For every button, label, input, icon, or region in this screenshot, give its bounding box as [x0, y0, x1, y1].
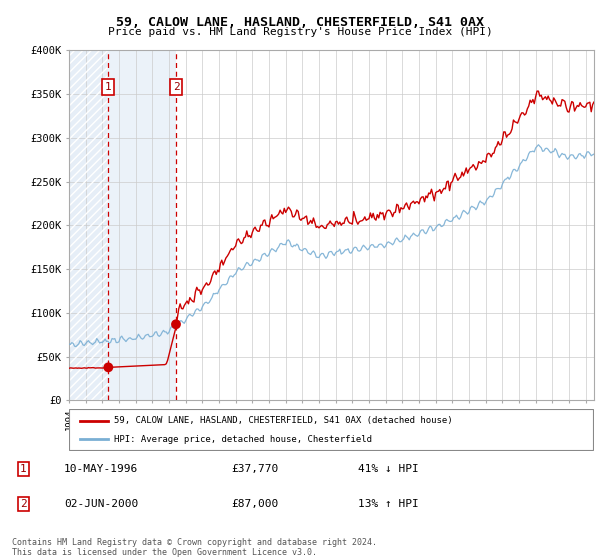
Text: 2: 2 [173, 82, 179, 92]
Text: £87,000: £87,000 [231, 499, 278, 509]
Point [171, 320, 181, 329]
Text: Price paid vs. HM Land Registry's House Price Index (HPI): Price paid vs. HM Land Registry's House … [107, 27, 493, 37]
Text: £37,770: £37,770 [231, 464, 278, 474]
Text: 59, CALOW LANE, HASLAND, CHESTERFIELD, S41 0AX: 59, CALOW LANE, HASLAND, CHESTERFIELD, S… [116, 16, 484, 29]
FancyBboxPatch shape [69, 409, 593, 450]
Text: HPI: Average price, detached house, Chesterfield: HPI: Average price, detached house, Ches… [113, 435, 371, 444]
Text: 41% ↓ HPI: 41% ↓ HPI [358, 464, 418, 474]
Text: Contains HM Land Registry data © Crown copyright and database right 2024.
This d: Contains HM Land Registry data © Crown c… [12, 538, 377, 557]
Text: 10-MAY-1996: 10-MAY-1996 [64, 464, 138, 474]
Text: 1: 1 [20, 464, 27, 474]
Text: 1: 1 [105, 82, 112, 92]
Text: 02-JUN-2000: 02-JUN-2000 [64, 499, 138, 509]
Bar [109, 50, 176, 400]
Bar [69, 50, 109, 400]
Text: 13% ↑ HPI: 13% ↑ HPI [358, 499, 418, 509]
Text: 59, CALOW LANE, HASLAND, CHESTERFIELD, S41 0AX (detached house): 59, CALOW LANE, HASLAND, CHESTERFIELD, S… [113, 416, 452, 425]
Bar [69, 50, 109, 400]
Text: 2: 2 [20, 499, 27, 509]
Point [104, 363, 113, 372]
